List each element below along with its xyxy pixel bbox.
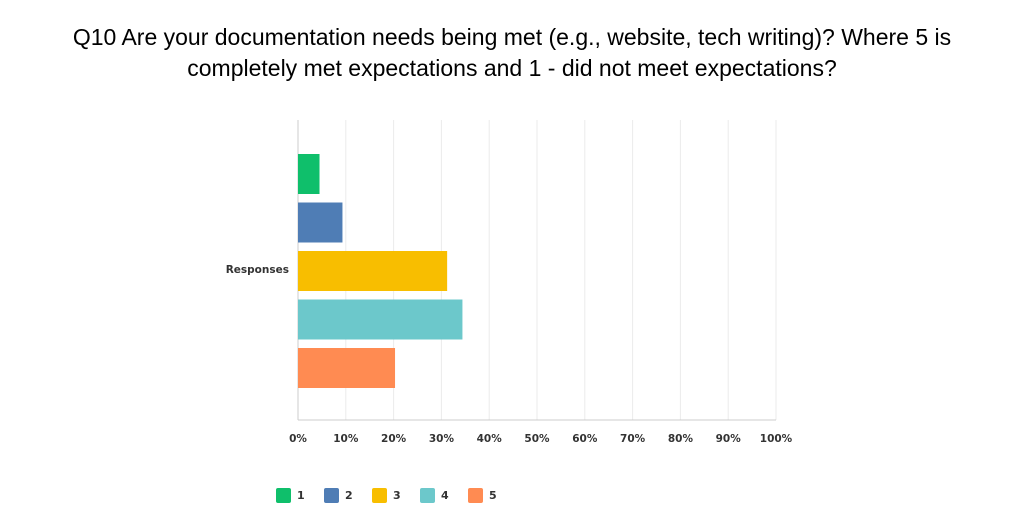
x-tick-label: 10% xyxy=(333,433,359,445)
legend-label: 4 xyxy=(441,489,449,502)
x-tick-label: 0% xyxy=(289,433,307,445)
legend-label: 1 xyxy=(297,489,305,502)
chart-title-line-1: Q10 Are your documentation needs being m… xyxy=(72,24,952,50)
legend-label: 3 xyxy=(393,489,401,502)
legend-swatch xyxy=(420,488,435,503)
legend-label: 5 xyxy=(489,489,497,502)
legend-swatch xyxy=(324,488,339,503)
x-tick-label: 50% xyxy=(524,433,550,445)
x-tick-label: 90% xyxy=(716,433,742,445)
legend-swatch xyxy=(372,488,387,503)
legend-item-5[interactable]: 5 xyxy=(468,488,516,503)
x-tick-label: 70% xyxy=(620,433,646,445)
bar-series-1 xyxy=(298,154,320,194)
legend-label: 2 xyxy=(345,489,353,502)
x-tick-label: 100% xyxy=(760,433,793,445)
x-tick-label: 40% xyxy=(477,433,503,445)
chart-legend: 1 2 3 4 5 xyxy=(276,488,516,503)
x-tick-label: 80% xyxy=(668,433,694,445)
bar-series-3 xyxy=(298,251,448,291)
legend-swatch xyxy=(276,488,291,503)
legend-item-1[interactable]: 1 xyxy=(276,488,324,503)
legend-item-2[interactable]: 2 xyxy=(324,488,372,503)
chart-title: Q10 Are your documentation needs being m… xyxy=(0,22,1024,84)
bar-series-2 xyxy=(298,202,343,243)
legend-item-4[interactable]: 4 xyxy=(420,488,468,503)
y-category-label: Responses xyxy=(226,264,289,276)
chart-title-line-2: completely met expectations and 1 - did … xyxy=(187,55,837,81)
x-tick-label: 30% xyxy=(429,433,455,445)
legend-swatch xyxy=(468,488,483,503)
x-tick-label: 20% xyxy=(381,433,407,445)
bar-series-5 xyxy=(298,348,396,388)
legend-item-3[interactable]: 3 xyxy=(372,488,420,503)
x-tick-label: 60% xyxy=(572,433,598,445)
bar-series-4 xyxy=(298,299,463,340)
